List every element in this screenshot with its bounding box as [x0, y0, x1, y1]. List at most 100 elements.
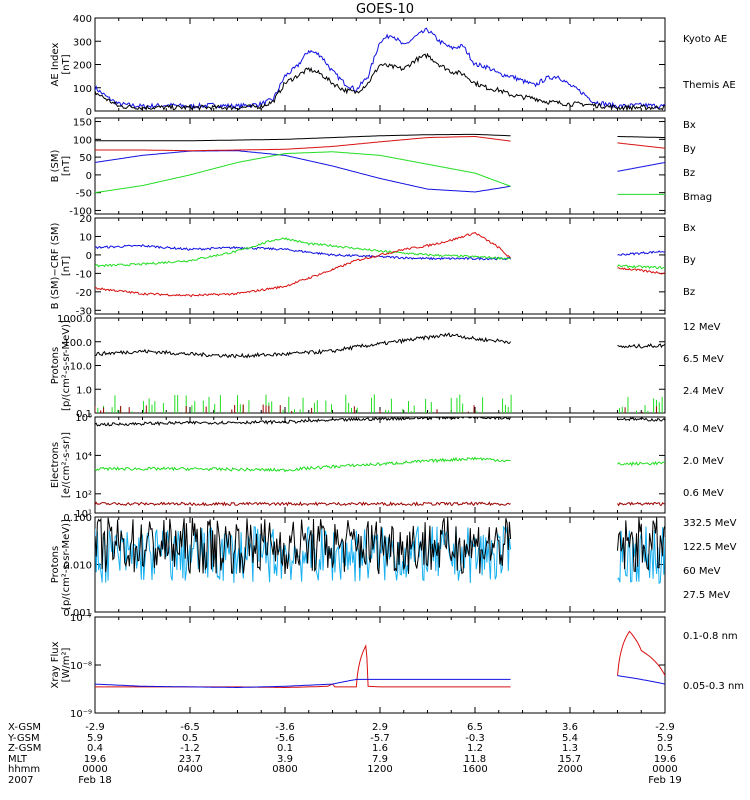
legend-entry: 0.1-0.8 nm: [683, 631, 738, 642]
series-line: [95, 517, 665, 575]
legend-entry: 332.5 MeV: [683, 518, 737, 529]
y-axis-label: [p/(cm²-s-sr-MeV)]: [61, 519, 72, 610]
series-line: [95, 27, 665, 111]
y-tick-label: 0: [86, 251, 92, 262]
ephemeris-value: -1.2: [180, 743, 200, 754]
series-line: [95, 675, 665, 688]
legend-entry: 6.5 MeV: [683, 354, 724, 365]
ephemeris-value: 3.6: [562, 722, 578, 733]
ephemeris-value: 2.9: [372, 722, 388, 733]
y-axis-label: [e/(cm²-s-sr)]: [61, 432, 72, 498]
series-line: [95, 417, 665, 427]
panel-frame: [94, 217, 666, 315]
ephemeris-value: 15.7: [559, 754, 581, 765]
panel-frame: [94, 616, 666, 714]
y-tick-label: 50: [79, 153, 92, 164]
ephemeris-value: -2.9: [85, 722, 105, 733]
panel-frame: [94, 317, 666, 414]
legend-entry: 12 MeV: [683, 322, 721, 333]
legend-entry: Themis AE: [682, 80, 736, 91]
ephemeris-value: -2.9: [655, 722, 675, 733]
series-line: [95, 456, 665, 473]
y-tick-label: 10⁻⁹: [70, 709, 92, 720]
legend-entry: 60 MeV: [683, 566, 721, 577]
series-line: [95, 501, 665, 507]
y-axis-label: [nT]: [61, 156, 72, 176]
y-tick-label: 150: [73, 118, 92, 129]
legend-entry: 2.0 MeV: [683, 456, 724, 467]
ephemeris-value: 1.2: [467, 743, 483, 754]
y-axis-label: Protons: [50, 546, 61, 583]
y-axis-label: B (SM)−CRF (SM): [50, 222, 61, 309]
ephemeris-row-label: Y-GSM: [7, 733, 40, 744]
y-axis-label: Xray Flux: [50, 641, 61, 688]
ephemeris-value: 5.9: [657, 733, 673, 744]
y-tick-label: 1.0: [76, 385, 92, 396]
legend-entry: Bx: [683, 120, 696, 131]
panel-bmod: -30 -20 -10 0 10 20 B (SM)−CRF (SM) [nT] Bx By Bz: [50, 214, 696, 317]
ephemeris-value: -5.6: [275, 733, 295, 744]
y-tick-label: 10⁴: [75, 451, 92, 462]
ephemeris-row-label: Z-GSM: [8, 743, 41, 754]
ephemeris-value: 0.5: [182, 733, 198, 744]
ephemeris-value: 5.9: [87, 733, 103, 744]
ephemeris-value: 1.3: [562, 743, 578, 754]
y-axis-label: [p/(cm²-s-sr-MeV)]: [61, 320, 72, 411]
ephemeris-value: Feb 18: [78, 775, 112, 786]
ephemeris-value: 0800: [272, 764, 297, 775]
y-tick-label: 400: [73, 14, 92, 25]
panel-frame: [94, 117, 666, 215]
series-line: [95, 151, 665, 195]
legend-entry: Bz: [683, 287, 695, 298]
ephemeris-row-label: MLT: [8, 754, 28, 765]
y-tick-label: 100: [73, 84, 92, 95]
panel-protons-hi: 0.1 1.0 10.0 100.0 1000.0 Protons [p/(cm²-s-sr…: [50, 314, 724, 420]
y-tick-label: 10: [79, 232, 92, 243]
y-axis-label: Protons: [50, 347, 61, 384]
ephemeris-value: 3.9: [277, 754, 293, 765]
y-tick-label: 0.1: [76, 409, 92, 420]
series-line: [95, 150, 665, 193]
series-line: [95, 136, 665, 152]
y-axis-label: [nT]: [61, 54, 72, 74]
y-axis-label: AE Index: [50, 42, 61, 86]
ephemeris-value: 19.6: [654, 754, 676, 765]
ephemeris-value: -3.6: [275, 722, 295, 733]
y-axis-label: B (SM): [50, 149, 61, 182]
ephemeris-value: Feb 19: [648, 775, 682, 786]
y-tick-label: 20: [79, 214, 92, 225]
ephemeris-value: 0400: [177, 764, 202, 775]
y-axis-label: [W/m²]: [61, 647, 72, 682]
series-line: [95, 52, 665, 111]
ephemeris-value: -5.7: [370, 733, 390, 744]
ephemeris-value: 0.5: [657, 743, 673, 754]
ephemeris-value: 1.6: [372, 743, 388, 754]
ephemeris-value: 7.9: [372, 754, 388, 765]
y-tick-label: 10⁻⁷: [70, 613, 92, 624]
ephemeris-value: 0000: [652, 764, 677, 775]
ephemeris-row-label: 2007: [8, 775, 33, 786]
y-tick-label: 0: [86, 107, 92, 118]
ephemeris-value: 1200: [367, 764, 392, 775]
legend-entry: 27.5 MeV: [683, 590, 730, 601]
y-tick-label: -30: [76, 306, 92, 317]
ephemeris-value: 2000: [557, 764, 582, 775]
y-tick-label: 10²: [75, 490, 92, 501]
ephemeris-row-label: hhmm: [8, 764, 40, 775]
series-line: [95, 133, 665, 142]
legend-entry: By: [683, 255, 696, 266]
y-tick-label: 10.0: [70, 362, 92, 373]
y-tick-label: 0: [86, 171, 92, 182]
legend-entry: Kyoto AE: [683, 34, 727, 45]
ephemeris-value: 0000: [82, 764, 107, 775]
ephemeris-value: 1600: [462, 764, 487, 775]
y-tick-label: 10⁶: [75, 413, 92, 424]
y-tick-label: 200: [73, 61, 92, 72]
ephemeris-value: 0.1: [277, 743, 293, 754]
y-tick-label: -20: [76, 288, 92, 299]
y-tick-label: 10⁻⁸: [70, 661, 92, 672]
ephemeris-value: -0.3: [465, 733, 485, 744]
y-tick-label: -10: [76, 269, 92, 280]
ephemeris-value: 11.8: [464, 754, 486, 765]
y-tick-label: -50: [76, 189, 92, 200]
